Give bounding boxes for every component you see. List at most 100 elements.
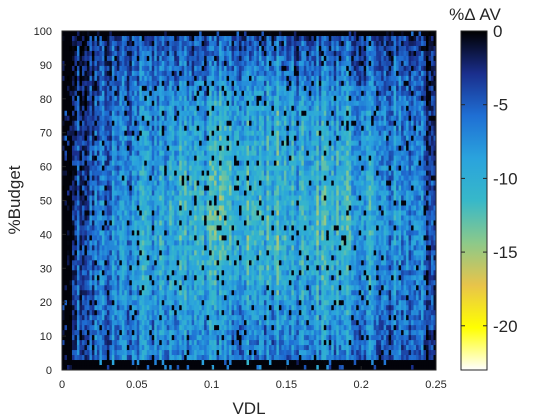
heatmap-cell (84, 35, 88, 42)
heatmap-cell (221, 260, 225, 266)
heatmap-cell (66, 200, 71, 207)
heatmap-cell (171, 295, 175, 301)
heatmap-cell (96, 75, 100, 82)
heatmap-cell (89, 120, 93, 127)
heatmap-cell (221, 95, 225, 102)
heatmap-cell (114, 155, 118, 162)
heatmap-cell (86, 175, 91, 182)
heatmap-cell (169, 105, 173, 112)
heatmap-cell (79, 175, 83, 182)
heatmap-cell (219, 355, 223, 361)
heatmap-cell (221, 160, 225, 167)
heatmap-cell (119, 270, 123, 276)
heatmap-cell (64, 130, 68, 137)
heatmap-cell (121, 125, 125, 132)
heatmap-cell (241, 160, 245, 167)
heatmap-cell (116, 305, 120, 311)
heatmap-cell (164, 295, 168, 301)
heatmap-cell (179, 160, 183, 167)
heatmap-cell (116, 150, 120, 157)
heatmap-cell (141, 190, 145, 197)
heatmap-cell (231, 240, 235, 246)
heatmap-cell (239, 230, 243, 236)
heatmap-cell (231, 135, 235, 142)
heatmap-cell (241, 345, 245, 351)
heatmap-cell (186, 170, 190, 177)
heatmap-cell (126, 200, 130, 207)
heatmap-cell (171, 70, 175, 77)
heatmap-cell (71, 45, 76, 52)
heatmap-cell (169, 250, 173, 256)
heatmap-cell (219, 225, 223, 232)
heatmap-cell (144, 85, 148, 92)
heatmap-cell (94, 65, 98, 72)
heatmap-cell (124, 365, 128, 370)
heatmap-cell (169, 225, 173, 232)
heatmap-cell (62, 140, 66, 147)
heatmap-cell (109, 345, 113, 351)
heatmap-cell (71, 100, 76, 107)
heatmap-cell (236, 105, 240, 112)
heatmap-cell (109, 175, 113, 182)
heatmap-cell (154, 90, 158, 97)
heatmap-cell (64, 350, 68, 356)
heatmap-cell (209, 185, 213, 192)
heatmap-cell (216, 330, 220, 336)
heatmap-cell (194, 65, 198, 72)
heatmap-cell (204, 175, 208, 182)
heatmap-cell (139, 215, 143, 222)
heatmap-cell (196, 50, 200, 57)
heatmap-cell (119, 295, 123, 301)
heatmap-cell (84, 115, 88, 122)
heatmap-cell (101, 225, 105, 232)
heatmap-cell (154, 105, 158, 112)
heatmap-cell (139, 275, 143, 281)
heatmap-cell (76, 195, 81, 202)
heatmap-cell (106, 300, 110, 306)
heatmap-cell (216, 170, 220, 177)
heatmap-cell (221, 210, 225, 217)
heatmap-cell (201, 200, 205, 207)
heatmap-cell (214, 40, 218, 47)
heatmap-cell (204, 90, 208, 97)
heatmap-cell (119, 240, 123, 246)
heatmap-cell (141, 320, 145, 326)
heatmap-cell (176, 31, 180, 37)
heatmap-cell (166, 105, 170, 112)
heatmap-cell (224, 255, 228, 261)
heatmap-cell (216, 45, 220, 52)
heatmap-cell (211, 300, 215, 306)
heatmap-cell (174, 250, 178, 256)
heatmap-cell (156, 230, 160, 236)
heatmap-cell (201, 295, 205, 301)
heatmap-cell (106, 120, 110, 127)
heatmap-cell (94, 55, 98, 62)
heatmap-cell (141, 55, 145, 62)
heatmap-cell (229, 340, 233, 346)
heatmap-cell (71, 150, 76, 157)
heatmap-cell (216, 295, 220, 301)
heatmap-cell (66, 135, 71, 142)
heatmap-cell (89, 350, 93, 356)
heatmap-cell (94, 320, 98, 326)
heatmap-cell (126, 290, 130, 296)
heatmap-cell (186, 285, 190, 291)
heatmap-cell (161, 255, 165, 261)
heatmap-cell (66, 85, 71, 92)
heatmap-cell (159, 185, 163, 192)
heatmap-cell (226, 360, 230, 366)
heatmap-cell (181, 165, 185, 172)
heatmap-cell (79, 80, 83, 87)
heatmap-cell (151, 320, 155, 326)
heatmap-cell (81, 285, 86, 291)
heatmap-cell (174, 125, 178, 132)
heatmap-cell (134, 75, 138, 82)
heatmap-cell (164, 90, 168, 97)
heatmap-cell (164, 340, 168, 346)
heatmap-cell (206, 300, 210, 306)
heatmap-cell (116, 90, 120, 97)
heatmap-cell (69, 205, 73, 212)
heatmap-cell (71, 85, 76, 92)
heatmap-cell (156, 195, 160, 202)
heatmap-cell (219, 270, 223, 276)
